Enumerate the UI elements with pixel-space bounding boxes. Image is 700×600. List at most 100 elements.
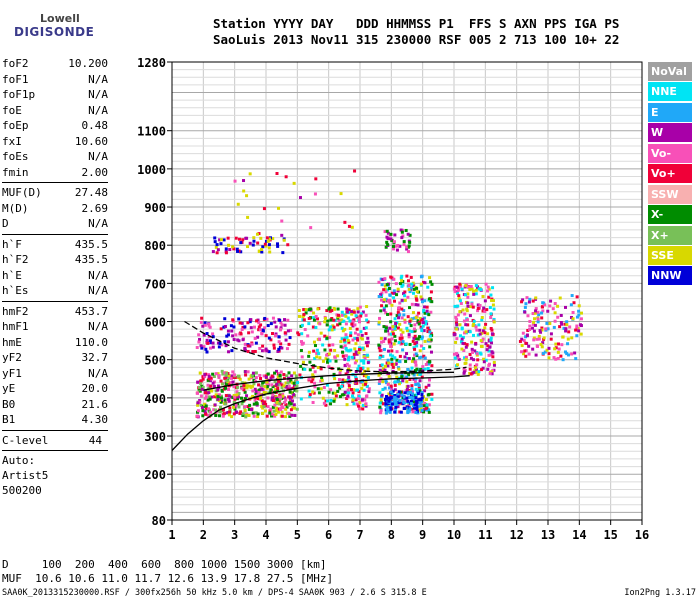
echo-point bbox=[410, 407, 414, 411]
echo-point bbox=[402, 309, 406, 313]
echo-point bbox=[332, 327, 336, 331]
echo-point bbox=[561, 335, 565, 339]
echo-point bbox=[458, 282, 462, 286]
echo-point bbox=[379, 293, 383, 297]
echo-point bbox=[260, 331, 264, 335]
echo-point bbox=[566, 337, 570, 341]
echo-point bbox=[393, 401, 397, 405]
echo-point bbox=[381, 402, 385, 406]
echo-point bbox=[248, 403, 252, 407]
echo-point bbox=[365, 394, 369, 398]
echo-point bbox=[279, 342, 283, 346]
echo-point bbox=[326, 360, 330, 364]
echo-point bbox=[390, 303, 394, 307]
echo-point bbox=[203, 409, 207, 413]
echo-point bbox=[357, 347, 361, 351]
echo-point bbox=[395, 350, 399, 354]
param-row-hes: h`Es N/A bbox=[2, 283, 108, 299]
y-tick-label: 800 bbox=[144, 239, 166, 253]
echo-point bbox=[398, 354, 402, 358]
param-row-yf2: yF2 32.7 bbox=[2, 350, 108, 366]
echo-point bbox=[528, 327, 532, 331]
echo-point bbox=[360, 398, 364, 402]
x-tick-label: 6 bbox=[325, 528, 332, 542]
echo-point bbox=[304, 308, 308, 312]
echo-points bbox=[195, 169, 583, 419]
echo-point bbox=[552, 356, 556, 360]
echo-point bbox=[284, 175, 288, 179]
echo-point bbox=[284, 381, 288, 385]
echo-point bbox=[383, 368, 387, 372]
echo-point bbox=[270, 374, 274, 378]
echo-point bbox=[400, 236, 404, 240]
echo-point bbox=[264, 347, 268, 351]
echo-point bbox=[230, 329, 234, 333]
echo-point bbox=[262, 402, 266, 406]
echo-point bbox=[460, 337, 464, 341]
echo-point bbox=[360, 337, 364, 341]
echo-point bbox=[366, 340, 370, 344]
echo-point bbox=[386, 312, 390, 316]
param-row-md: M(D) 2.69 bbox=[2, 201, 108, 217]
echo-point bbox=[196, 401, 200, 405]
echo-point bbox=[215, 243, 219, 247]
echo-point bbox=[410, 359, 414, 363]
echo-point bbox=[266, 396, 270, 400]
echo-point bbox=[218, 414, 222, 418]
echo-point bbox=[211, 341, 215, 345]
echo-point bbox=[199, 379, 203, 383]
echo-point bbox=[389, 407, 393, 411]
echo-point bbox=[321, 359, 325, 363]
echo-point bbox=[397, 306, 401, 310]
echo-point bbox=[343, 363, 347, 367]
echo-point bbox=[398, 322, 402, 326]
echo-point bbox=[410, 330, 414, 334]
echo-point bbox=[404, 407, 408, 411]
echo-point bbox=[489, 353, 493, 357]
echo-point bbox=[319, 367, 323, 371]
echo-point bbox=[256, 397, 260, 401]
echo-point bbox=[388, 293, 392, 297]
echo-point bbox=[405, 247, 409, 251]
echo-point bbox=[380, 363, 384, 367]
echo-point bbox=[392, 277, 396, 281]
echo-point bbox=[543, 303, 547, 307]
echo-point bbox=[409, 275, 413, 279]
echo-point bbox=[353, 323, 357, 327]
echo-point bbox=[477, 370, 481, 374]
echo-point bbox=[226, 397, 230, 401]
echo-point bbox=[339, 368, 343, 372]
echo-point bbox=[456, 288, 460, 292]
echo-point bbox=[391, 332, 395, 336]
echo-point bbox=[254, 392, 258, 396]
echo-point bbox=[462, 349, 466, 353]
echo-point bbox=[284, 398, 288, 402]
echo-point bbox=[211, 381, 215, 385]
echo-point bbox=[387, 286, 391, 290]
param-value: N/A bbox=[88, 103, 108, 117]
echo-point bbox=[536, 317, 540, 321]
echo-point bbox=[377, 346, 381, 350]
echo-point bbox=[490, 328, 494, 332]
echo-point bbox=[543, 350, 547, 354]
echo-point bbox=[539, 330, 543, 334]
echo-point bbox=[254, 411, 258, 415]
echo-point bbox=[251, 350, 255, 354]
echo-point bbox=[408, 321, 412, 325]
echo-point bbox=[378, 391, 382, 395]
echo-point bbox=[219, 238, 223, 242]
echo-point bbox=[321, 343, 325, 347]
echo-point bbox=[204, 347, 208, 351]
echo-point bbox=[250, 408, 254, 412]
echo-point bbox=[228, 248, 232, 252]
echo-point bbox=[400, 284, 404, 288]
echo-point bbox=[416, 303, 420, 307]
echo-point bbox=[397, 316, 401, 320]
echo-point bbox=[343, 390, 347, 394]
echo-point bbox=[327, 307, 331, 311]
echo-point bbox=[400, 274, 404, 278]
echo-point bbox=[316, 307, 320, 311]
echo-point bbox=[520, 337, 524, 341]
echo-point bbox=[469, 284, 473, 288]
echo-point bbox=[343, 336, 347, 340]
